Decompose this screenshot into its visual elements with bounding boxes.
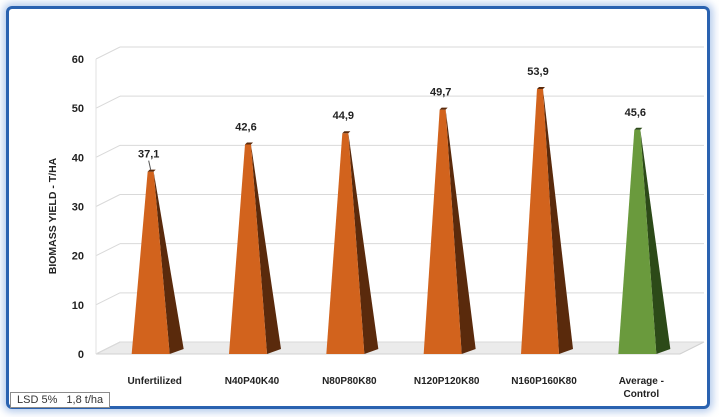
data-label: 45,6 bbox=[625, 107, 646, 119]
bar-cap bbox=[147, 169, 156, 172]
lsd-value: 1,8 t/ha bbox=[66, 394, 104, 406]
gridline-depth bbox=[95, 341, 121, 355]
bar-cap bbox=[537, 86, 545, 89]
y-axis-label: BIOMASS YIELD - T/HA bbox=[47, 157, 59, 274]
bar-cap bbox=[245, 142, 253, 145]
data-label: 49,7 bbox=[430, 87, 451, 99]
y-tick-label: 30 bbox=[72, 202, 84, 214]
bar bbox=[326, 133, 365, 354]
bar-side bbox=[445, 109, 476, 355]
x-tick-label: Unfertilized bbox=[127, 376, 181, 387]
y-tick-label: 50 bbox=[72, 103, 84, 115]
x-tick-label: N40P40K40 bbox=[225, 376, 280, 387]
x-tick-label: N80P80K80 bbox=[322, 376, 377, 387]
y-tick-label: 40 bbox=[72, 152, 84, 164]
bar-side bbox=[251, 144, 281, 354]
data-label: 53,9 bbox=[527, 66, 548, 78]
bar-side bbox=[348, 133, 379, 354]
y-tick-label: 10 bbox=[72, 300, 84, 312]
gridline-depth bbox=[95, 144, 121, 158]
gridline-depth bbox=[95, 95, 121, 109]
x-tick-label: N120P120K80 bbox=[414, 376, 480, 387]
chart-floor bbox=[95, 341, 705, 355]
bar-side bbox=[153, 171, 184, 354]
chart-border bbox=[6, 6, 710, 409]
data-label-leader bbox=[148, 160, 152, 170]
gridline-depth bbox=[95, 243, 121, 257]
lsd-annotation: LSD 5% 1,8 t/ha bbox=[10, 392, 111, 408]
bar-side bbox=[640, 129, 671, 354]
bar bbox=[131, 171, 170, 354]
bar-side bbox=[543, 88, 573, 354]
x-tick-label: N160P160K80 bbox=[511, 376, 577, 387]
y-tick-label: 60 bbox=[72, 54, 84, 66]
bar bbox=[618, 129, 657, 354]
gridline-depth bbox=[95, 194, 121, 207]
y-tick-label: 0 bbox=[78, 349, 84, 361]
data-label: 37,1 bbox=[138, 149, 159, 161]
bar bbox=[521, 88, 559, 354]
lsd-label: LSD 5% bbox=[17, 394, 58, 406]
data-label: 44,9 bbox=[333, 110, 354, 122]
bar-cap bbox=[342, 131, 351, 134]
bar bbox=[229, 144, 267, 354]
data-label: 42,6 bbox=[235, 122, 256, 134]
x-tick-label: Control bbox=[624, 389, 660, 400]
y-tick-label: 20 bbox=[72, 251, 84, 263]
bar-cap bbox=[634, 127, 643, 130]
gridline-depth bbox=[95, 292, 121, 306]
x-tick-label: Average - bbox=[619, 376, 664, 387]
bar bbox=[423, 109, 462, 355]
bar-cap bbox=[439, 107, 448, 110]
gridline-depth bbox=[95, 46, 121, 60]
